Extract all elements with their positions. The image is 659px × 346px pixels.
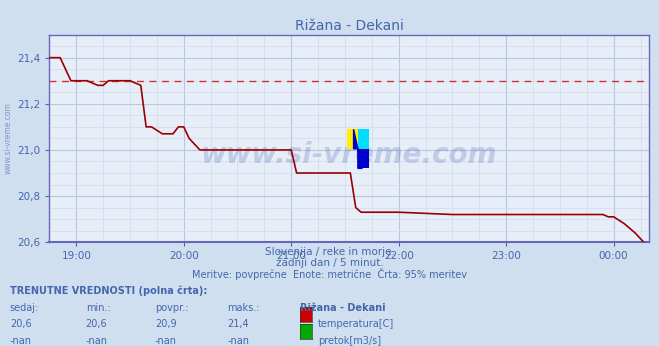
Text: sedaj:: sedaj: — [10, 303, 39, 313]
Bar — [347, 129, 358, 149]
Text: zadnji dan / 5 minut.: zadnji dan / 5 minut. — [275, 258, 384, 268]
Text: -nan: -nan — [10, 336, 32, 346]
Text: 20,9: 20,9 — [155, 319, 177, 329]
Title: Rižana - Dekani: Rižana - Dekani — [295, 19, 404, 34]
Bar — [358, 149, 368, 169]
Text: povpr.:: povpr.: — [155, 303, 188, 313]
Polygon shape — [354, 129, 362, 169]
Text: www.si-vreme.com: www.si-vreme.com — [201, 141, 498, 169]
Text: maks.:: maks.: — [227, 303, 260, 313]
Text: 21,4: 21,4 — [227, 319, 249, 329]
Bar — [358, 129, 368, 149]
Text: Meritve: povprečne  Enote: metrične  Črta: 95% meritev: Meritve: povprečne Enote: metrične Črta:… — [192, 268, 467, 280]
Text: min.:: min.: — [86, 303, 111, 313]
Text: Slovenija / reke in morje.: Slovenija / reke in morje. — [264, 247, 395, 257]
Text: www.si-vreme.com: www.si-vreme.com — [4, 102, 13, 174]
Text: 20,6: 20,6 — [86, 319, 107, 329]
Text: temperatura[C]: temperatura[C] — [318, 319, 394, 329]
Text: -nan: -nan — [155, 336, 177, 346]
Text: pretok[m3/s]: pretok[m3/s] — [318, 336, 381, 346]
Text: Rižana - Dekani: Rižana - Dekani — [300, 303, 386, 313]
Text: -nan: -nan — [227, 336, 249, 346]
Text: 20,6: 20,6 — [10, 319, 32, 329]
Text: -nan: -nan — [86, 336, 107, 346]
Text: TRENUTNE VREDNOSTI (polna črta):: TRENUTNE VREDNOSTI (polna črta): — [10, 285, 208, 296]
